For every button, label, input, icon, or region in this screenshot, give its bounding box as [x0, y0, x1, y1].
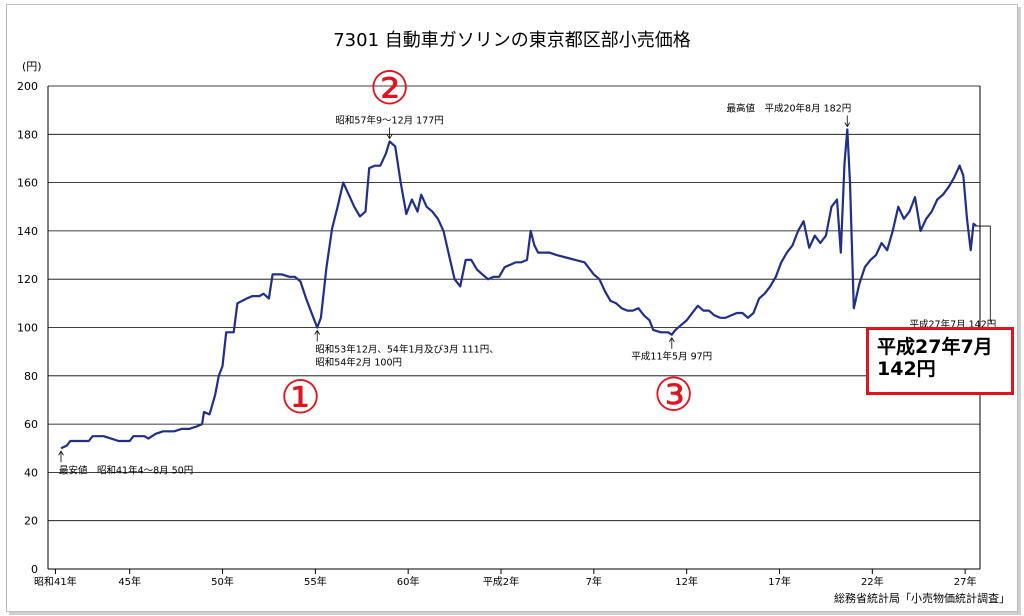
x-tick-label: 22年: [861, 575, 884, 588]
y-tick-label: 60: [24, 418, 38, 431]
annotation-arrowhead: [58, 450, 64, 456]
source-note: 総務省統計局「小売物価統計調査」: [834, 592, 1010, 605]
annotation-arrowhead: [314, 329, 321, 335]
x-tick-label: 27年: [954, 575, 977, 588]
annotation-text: 最高値 平成20年8月 182円: [726, 102, 851, 114]
y-tick-label: 80: [24, 370, 38, 383]
y-tick-label: 20: [24, 515, 38, 528]
annotation-arrowhead: [844, 122, 851, 128]
annotation: 最安値 昭和41年4～8月 50円: [58, 450, 193, 476]
price-line: [60, 128, 978, 450]
callout-price: 142円: [877, 358, 936, 380]
latest-price-callout: 平成27年7月 142円: [866, 327, 1014, 395]
annotation-text: 昭和57年9～12月 177円: [335, 115, 443, 127]
annotation-text: 平成11年5月 97円: [631, 351, 712, 363]
x-tick-label: 昭和41年: [34, 575, 77, 588]
annotation-text: 昭和53年12月、54年1月及び3月 111円、: [315, 344, 499, 356]
annotation-leader: [976, 225, 991, 323]
x-tick-label: 45年: [118, 575, 141, 588]
y-tick-label: 140: [17, 225, 38, 238]
chart-title: 7301 自動車ガソリンの東京都区部小売価格: [333, 30, 691, 51]
annotation-text: 最安値 昭和41年4～8月 50円: [59, 464, 193, 476]
marker-label: ②: [369, 61, 410, 115]
y-tick-label: 40: [24, 466, 38, 479]
annotation-text: 昭和54年2月 100円: [315, 357, 402, 369]
y-tick-label: 200: [17, 80, 38, 93]
annotation: 昭和57年9～12月 177円: [335, 115, 444, 140]
annotation-arrowhead: [668, 336, 675, 342]
y-axis-unit: (円): [22, 60, 42, 73]
chart-frame: [6, 4, 1018, 612]
x-tick-label: 55年: [304, 575, 327, 588]
x-tick-label: 60年: [397, 575, 420, 588]
y-tick-label: 0: [31, 563, 38, 576]
annotation: 平成11年5月 97円: [631, 336, 712, 363]
marker-label: ③: [653, 368, 694, 422]
x-tick-label: 平成2年: [483, 575, 519, 588]
x-tick-label: 7年: [586, 575, 602, 588]
callout-date: 平成27年7月: [877, 336, 993, 358]
annotation: 平成27年7月 142円: [909, 225, 996, 331]
annotation-arrowhead: [386, 134, 393, 140]
y-tick-label: 160: [17, 177, 38, 190]
x-tick-label: 12年: [675, 575, 698, 588]
y-tick-label: 100: [17, 322, 38, 335]
marker-label: ①: [280, 370, 321, 424]
annotation: 最高値 平成20年8月 182円: [726, 102, 851, 128]
x-tick-label: 17年: [768, 575, 791, 588]
y-tick-label: 180: [17, 128, 38, 141]
y-tick-label: 120: [17, 273, 38, 286]
annotation: 昭和53年12月、54年1月及び3月 111円、昭和54年2月 100円: [314, 329, 499, 369]
x-tick-label: 50年: [211, 575, 234, 588]
